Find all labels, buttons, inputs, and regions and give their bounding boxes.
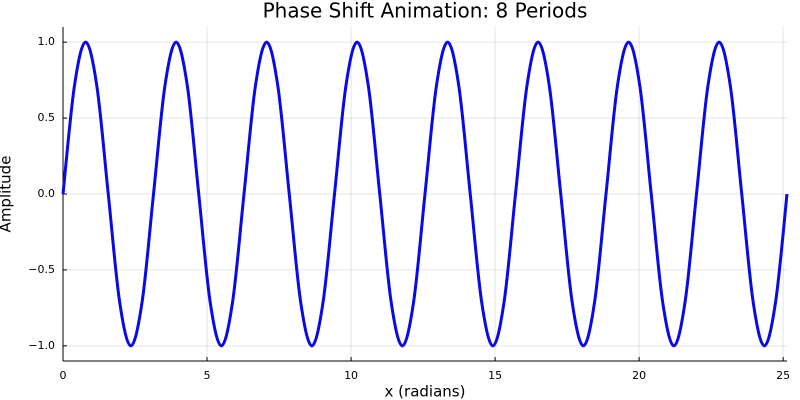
y-tick-label: 0.0 xyxy=(38,187,56,200)
x-tick-label: 15 xyxy=(488,369,502,382)
x-tick-label: 5 xyxy=(204,369,211,382)
y-tick-label: −0.5 xyxy=(28,263,55,276)
x-tick-label: 0 xyxy=(60,369,67,382)
y-axis-label: Amplitude xyxy=(0,156,15,233)
y-tick-label: 0.5 xyxy=(38,111,56,124)
x-tick-label: 25 xyxy=(776,369,790,382)
y-tick-label: 1.0 xyxy=(38,35,56,48)
y-tick-label: −1.0 xyxy=(28,339,55,352)
x-axis-label: x (radians) xyxy=(385,383,466,400)
x-tick-label: 10 xyxy=(344,369,358,382)
line-series xyxy=(61,40,789,348)
x-tick-label: 20 xyxy=(632,369,646,382)
chart-title: Phase Shift Animation: 8 Periods xyxy=(263,0,588,23)
